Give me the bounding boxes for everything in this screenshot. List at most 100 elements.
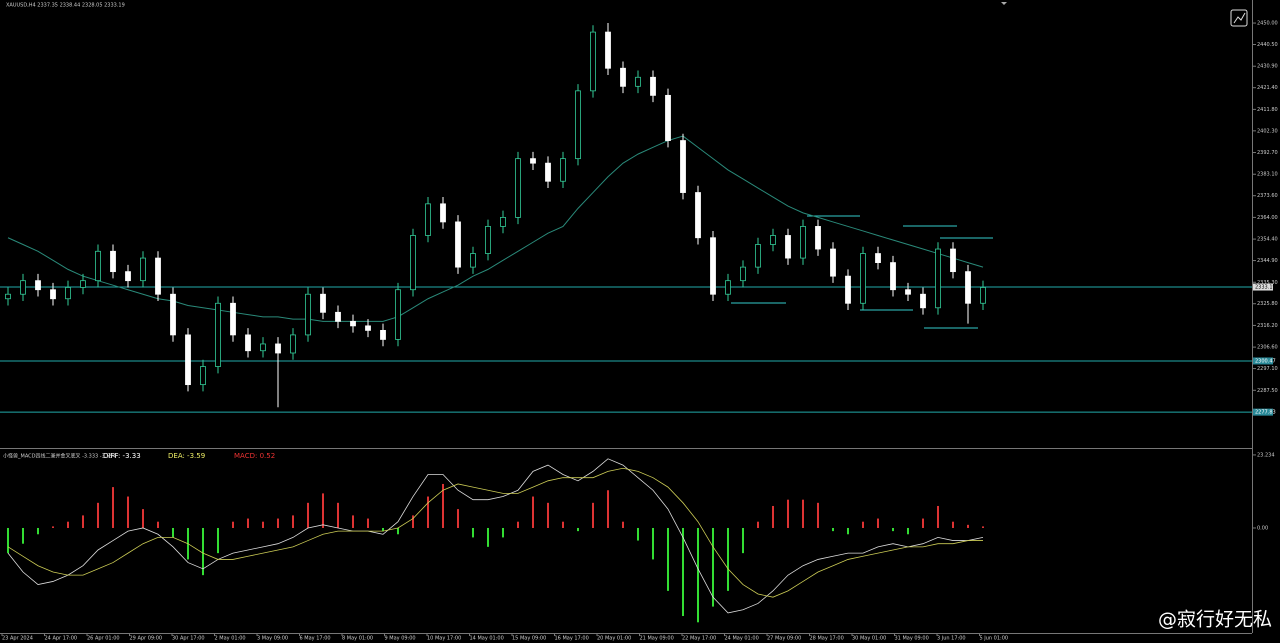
- macd-bar: [577, 527, 579, 532]
- chart-button[interactable]: [1230, 9, 1248, 27]
- y-tick-label: 2373.60: [1257, 193, 1278, 199]
- macd-bar: [37, 527, 39, 535]
- macd-bar: [82, 515, 84, 528]
- candle-body: [200, 366, 206, 386]
- candle-body: [530, 158, 536, 164]
- candle-body: [35, 280, 41, 291]
- macd-bar: [877, 518, 879, 528]
- candle-body: [485, 226, 491, 254]
- candle-body: [275, 343, 281, 354]
- y-tick-label: 2402.30: [1257, 128, 1278, 134]
- candle-body: [785, 235, 791, 259]
- candle-body: [725, 280, 731, 295]
- watermark: @寂行好无私: [1158, 609, 1272, 631]
- candle-body: [260, 343, 266, 352]
- candle-body: [665, 94, 671, 141]
- candle-body: [515, 158, 521, 218]
- candle-body: [455, 221, 461, 268]
- diff-line: [7, 458, 984, 614]
- x-tick-label: 15 May 09:00: [512, 636, 546, 642]
- y-tick-label: 2316.20: [1257, 323, 1278, 329]
- candle-body: [305, 293, 311, 336]
- macd-bar: [607, 490, 609, 528]
- macd-bar: [637, 527, 639, 541]
- candle-body: [755, 244, 761, 268]
- candle-body: [635, 76, 641, 87]
- y-tick-label: 2335.30: [1257, 280, 1278, 286]
- candle-body: [770, 235, 776, 245]
- candle-body: [590, 31, 596, 92]
- candle-body: [905, 289, 911, 295]
- macd-bar: [382, 527, 384, 532]
- macd-bar: [757, 521, 759, 528]
- x-tick-label: 28 May 17:00: [810, 636, 844, 642]
- macd-bar: [7, 527, 9, 554]
- macd-bar: [862, 521, 864, 528]
- macd-bar: [772, 505, 774, 528]
- macd-bar: [592, 502, 594, 528]
- candle-body: [245, 334, 251, 352]
- candle-body: [470, 253, 476, 268]
- candle-body: [890, 262, 896, 291]
- macd-bar: [202, 527, 204, 576]
- price-tag-label: 2277.83: [1255, 410, 1276, 416]
- y-tick-label: 2411.80: [1257, 107, 1278, 113]
- dea-label: DEA: -3.59: [168, 452, 205, 460]
- macd-bar: [802, 499, 804, 528]
- macd-bar: [847, 527, 849, 535]
- x-tick-label: 26 Apr 01:00: [87, 636, 120, 642]
- x-tick-label: 30 May 01:00: [852, 636, 886, 642]
- x-tick-label: 21 May 09:00: [640, 636, 674, 642]
- candle-body: [5, 293, 11, 300]
- macd-bar: [307, 502, 309, 528]
- candle-body: [140, 257, 146, 282]
- candle-body: [560, 158, 566, 182]
- candle-body: [110, 250, 116, 273]
- candle-body: [80, 280, 86, 288]
- candle-body: [800, 226, 806, 259]
- x-tick-label: 31 May 09:00: [895, 636, 929, 642]
- macd-bar: [727, 527, 729, 591]
- macd-bar: [97, 502, 99, 528]
- macd-bar: [337, 502, 339, 528]
- y-tick-label: 2354.40: [1257, 237, 1278, 243]
- candle-body: [650, 76, 656, 96]
- macd-bar: [907, 527, 909, 535]
- price-tag: [1253, 357, 1273, 365]
- menu-arrow[interactable]: [1001, 2, 1007, 5]
- x-tick-label: 3 Jun 17:00: [937, 636, 966, 642]
- x-tick-label: 6 May 17:00: [300, 636, 331, 642]
- candle-body: [125, 271, 131, 282]
- candle-body: [335, 311, 341, 322]
- candle-body: [155, 257, 161, 295]
- level-lines: [731, 215, 993, 329]
- macd-bar: [142, 509, 144, 528]
- candle-body: [440, 203, 446, 223]
- candle-body: [320, 293, 326, 313]
- candle-body: [20, 280, 26, 295]
- x-tick-label: 23 Apr 2024: [2, 636, 33, 642]
- price-tag-label: 2300.47: [1255, 358, 1276, 364]
- candle-body: [680, 140, 686, 193]
- candle-body: [290, 334, 296, 354]
- candle-body: [980, 287, 986, 304]
- macd-bar: [487, 527, 489, 547]
- macd-bar: [562, 521, 564, 528]
- candle-body: [845, 275, 851, 304]
- macd-bar: [262, 521, 264, 528]
- candle-body: [365, 325, 371, 331]
- macd-bar: [157, 521, 159, 528]
- candle-body: [620, 67, 626, 87]
- candle-body: [830, 248, 836, 277]
- candle-body: [185, 334, 191, 386]
- macd-bar: [472, 527, 474, 538]
- y-tick-label: 2325.80: [1257, 301, 1278, 307]
- y-tick-label: 2450.00: [1257, 21, 1278, 27]
- macd-bar: [112, 487, 114, 528]
- x-tick-label: 2 May 01:00: [215, 636, 246, 642]
- x-tick-label: 27 May 09:00: [767, 636, 801, 642]
- candle-body: [170, 293, 176, 336]
- candle-body: [50, 289, 56, 300]
- macd-bar: [742, 527, 744, 554]
